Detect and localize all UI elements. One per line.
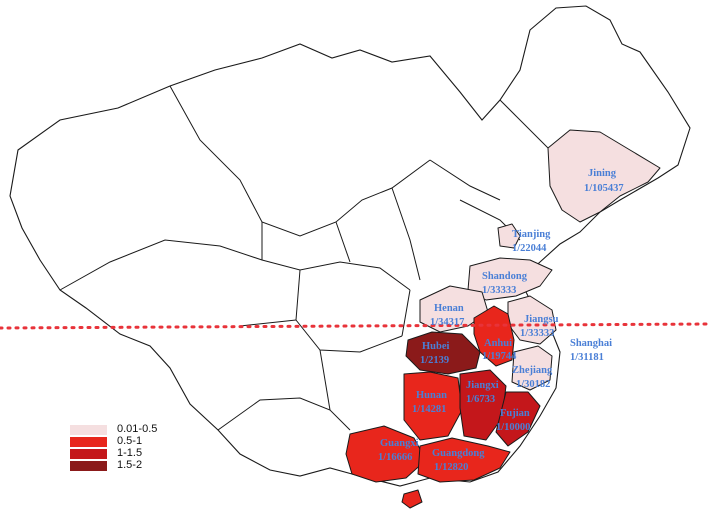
region-name: Shandong (482, 271, 528, 282)
province-hunan (403, 371, 463, 441)
label-shandong: Shandong 1/33333 (482, 271, 528, 296)
label-guangdong: Guangdong 1/12820 (432, 448, 485, 473)
legend-item: 1.5-2 (70, 460, 157, 471)
legend-item: 0.01-0.5 (70, 424, 157, 435)
region-value: 1/14281 (412, 404, 446, 415)
label-anhui: Anhui 1/19744 (482, 338, 517, 362)
label-zhejiang: Zhejiang 1/30182 (512, 365, 553, 390)
region-name: Shanghai (570, 338, 612, 349)
legend-swatch (70, 448, 107, 459)
region-name: Guangxi (380, 438, 419, 449)
region-name: Jiangsu (524, 314, 559, 325)
region-value: 1/33333 (482, 285, 516, 296)
label-tianjing: Tianjing 1/22044 (512, 229, 551, 254)
region-name: Jining (588, 168, 617, 179)
province-jilin (547, 129, 661, 223)
province-guangxi (345, 425, 427, 483)
legend-label: 1-1.5 (117, 447, 143, 459)
legend-swatch (70, 460, 107, 471)
province-fujian (495, 391, 541, 447)
province-zhejiang (511, 345, 553, 391)
region-name: Henan (434, 303, 464, 314)
region-value: 1/2139 (420, 355, 449, 366)
region-name: Hunan (416, 390, 447, 401)
region-value: 1/19744 (482, 351, 517, 362)
legend-label: 1.5-2 (117, 459, 143, 471)
region-name: Fujian (500, 408, 530, 419)
province-hubei (405, 331, 481, 375)
label-jiangsu: Jiangsu 1/33333 (520, 314, 559, 339)
region-value: 1/12820 (434, 462, 468, 473)
region-value: 1/6733 (466, 394, 495, 405)
label-hunan: Hunan 1/14281 (412, 390, 447, 415)
legend: 0.01-0.5 0.5-1 1-1.5 1.5-2 (70, 424, 157, 472)
legend-swatch (70, 436, 107, 447)
region-name: Zhejiang (512, 365, 553, 376)
province-tianjin (497, 223, 521, 249)
legend-item: 1-1.5 (70, 448, 157, 459)
legend-label: 0.5-1 (117, 435, 143, 447)
legend-item: 0.5-1 (70, 436, 157, 447)
label-jining: Jining 1/105437 (584, 168, 624, 194)
region-name: Tianjing (512, 229, 551, 240)
legend-label: 0.01-0.5 (117, 423, 158, 435)
region-value: 1/30182 (516, 379, 550, 390)
province-borders (59, 85, 549, 431)
province-jiangxi (459, 369, 507, 441)
region-value: 1/33333 (520, 328, 554, 339)
label-henan: Henan 1/34317 (430, 303, 464, 328)
region-value: 1/34317 (430, 317, 464, 328)
label-hubei: Hubei 1/2139 (420, 341, 450, 366)
label-fujian: Fujian 1/10000 (496, 408, 530, 433)
province-anhui (473, 305, 515, 367)
province-hainan (401, 489, 423, 509)
region-labels: Jining 1/105437 Tianjing 1/22044 Shandon… (378, 168, 624, 473)
region-name: Jiangxi (466, 380, 499, 391)
region-value: 1/105437 (584, 183, 624, 194)
label-shanghai: Shanghai 1/31181 (570, 338, 612, 363)
legend-swatch (70, 424, 107, 435)
divider-line (0, 322, 708, 330)
region-value: 1/10000 (496, 422, 530, 433)
region-name: Anhui (484, 338, 512, 349)
region-value: 1/31181 (570, 352, 604, 363)
province-guangdong (417, 437, 511, 483)
label-guangxi: Guangxi 1/16666 (378, 438, 419, 463)
country-outline (9, 5, 691, 487)
region-value: 1/16666 (378, 452, 412, 463)
region-value: 1/22044 (512, 243, 547, 254)
region-name: Hubei (422, 341, 450, 352)
region-name: Guangdong (432, 448, 485, 459)
label-jiangxi: Jiangxi 1/6733 (466, 380, 499, 405)
